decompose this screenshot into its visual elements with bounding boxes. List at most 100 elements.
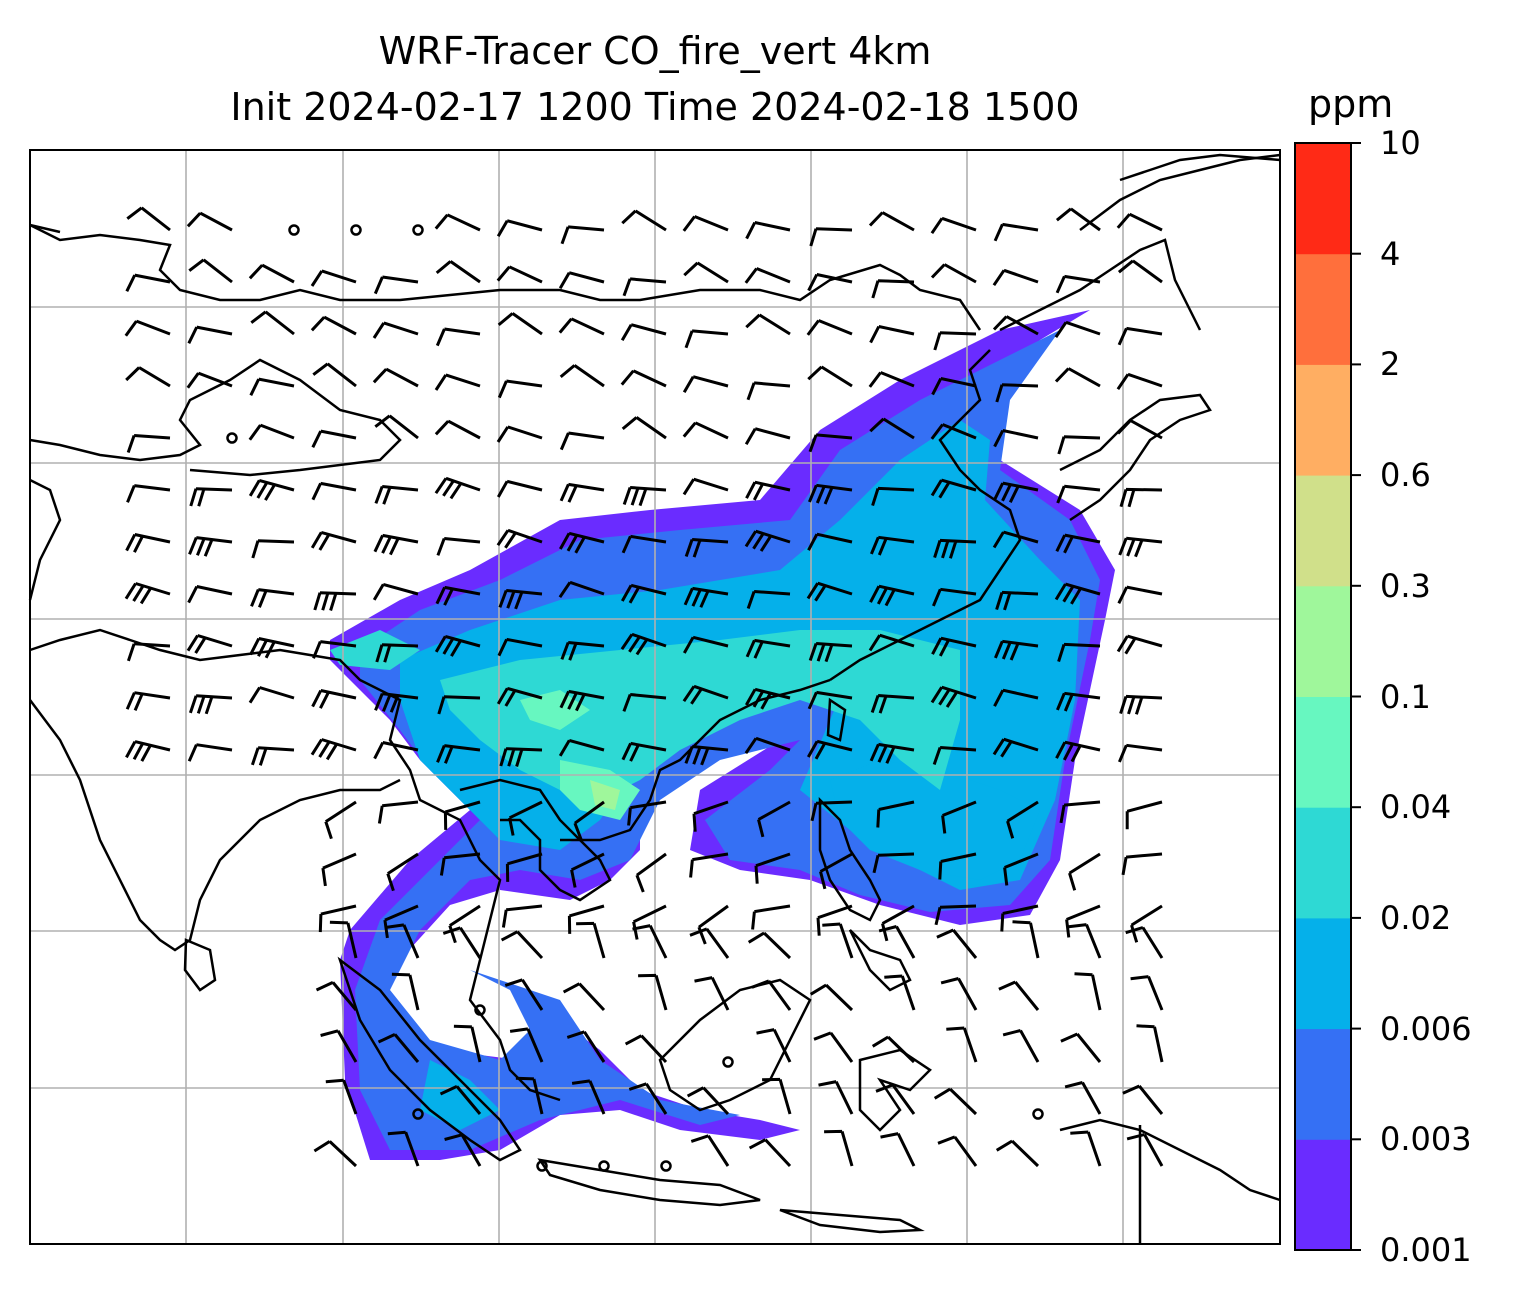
wind-barb <box>249 377 295 396</box>
colorbar-tick-label: 10 <box>1380 124 1421 162</box>
wind-barb <box>311 481 357 501</box>
wind-barb <box>1057 642 1101 663</box>
wind-barb <box>189 487 233 507</box>
colorbar-frame <box>1294 142 1352 1251</box>
wind-barb <box>576 921 606 959</box>
wind-barb <box>496 528 543 549</box>
wind-barb <box>496 425 543 443</box>
wind-barb <box>745 638 791 659</box>
wind-barb <box>931 636 977 657</box>
wind-barb <box>1119 694 1163 715</box>
wind-barb <box>187 743 233 762</box>
wind-barb <box>620 632 667 656</box>
wind-barb <box>881 904 915 942</box>
wind-barb <box>372 367 419 388</box>
wind-barb <box>560 225 605 245</box>
wind-barb <box>391 972 420 1011</box>
wind-barb <box>372 321 419 339</box>
wind-barb <box>558 317 605 336</box>
wind-barb <box>745 221 791 240</box>
wind-barb <box>694 976 730 1011</box>
wind-barb <box>125 691 171 711</box>
colorbar-tick-label: 2 <box>1380 345 1401 384</box>
wind-barb <box>813 1031 854 1063</box>
wind-barb <box>1130 975 1164 1011</box>
wind-barb <box>1136 1024 1164 1063</box>
wind-barb <box>690 1134 730 1167</box>
wind-barb <box>689 852 729 878</box>
wind-barb <box>884 974 916 1011</box>
wind-barb <box>762 1077 792 1115</box>
wind-barb <box>310 738 357 761</box>
wind-barb <box>373 741 419 760</box>
wind-barb <box>573 800 605 841</box>
wind-barb <box>559 364 605 388</box>
wind-barb <box>946 1026 978 1063</box>
wind-barb <box>992 268 1039 287</box>
wind-barb <box>1119 487 1163 508</box>
wind-barb <box>310 530 357 551</box>
wind-barb <box>744 529 791 552</box>
coastline-segment <box>29 358 402 477</box>
wind-barb <box>383 904 419 939</box>
wind-barb <box>186 371 233 389</box>
wind-barb <box>386 852 419 892</box>
wind-barb <box>745 480 791 501</box>
calm-wind-marker <box>722 1056 734 1068</box>
wind-barb <box>125 740 171 762</box>
wind-barb <box>504 978 544 1011</box>
wind-barb <box>683 261 729 284</box>
wind-barb <box>638 973 668 1011</box>
wind-barb <box>312 640 357 659</box>
wind-barb <box>1055 274 1101 294</box>
wind-barb <box>434 419 481 440</box>
wind-barb <box>1118 743 1163 763</box>
wind-barb <box>876 800 915 828</box>
wind-barb <box>1055 740 1101 763</box>
wind-barb <box>249 637 295 659</box>
wind-barb <box>993 222 1039 242</box>
wind-barb <box>632 924 668 959</box>
wind-barb <box>324 800 357 840</box>
wind-barb <box>744 267 791 284</box>
coastline-segment <box>1059 1118 1281 1202</box>
wind-barb <box>682 215 729 232</box>
map-subtitle: Init 2024-02-17 1200 Time 2024-02-18 150… <box>230 85 1080 129</box>
wind-barb <box>1068 923 1102 959</box>
wind-barb <box>998 980 1040 1011</box>
wind-barb <box>682 421 729 440</box>
coastline-segment <box>1119 153 1281 182</box>
wind-barb <box>373 275 419 295</box>
wind-barb <box>744 736 791 755</box>
wind-barb <box>1116 419 1163 440</box>
wind-barb <box>682 375 729 394</box>
wind-barb <box>500 930 544 960</box>
wind-barb <box>809 983 854 1012</box>
wind-barb <box>508 800 543 836</box>
colorbar-tick-label: 0.3 <box>1380 566 1431 605</box>
wind-barb <box>374 692 419 713</box>
wind-barb <box>746 590 791 609</box>
wind-barb <box>310 315 357 336</box>
wind-barb <box>807 365 853 388</box>
wind-barb <box>868 211 915 232</box>
wind-barb <box>941 800 977 834</box>
calm-wind-marker <box>536 1160 548 1172</box>
wind-barb <box>329 920 358 959</box>
wind-barb <box>692 800 729 832</box>
wind-barb <box>932 587 977 607</box>
coastline-segment <box>537 1158 761 1207</box>
wind-barb <box>562 982 606 1012</box>
wind-barb <box>1064 1081 1102 1115</box>
wind-barb <box>871 279 915 299</box>
wind-barb <box>377 1033 420 1063</box>
wind-barb <box>1116 372 1163 391</box>
wind-barb <box>1116 634 1163 655</box>
wind-barb <box>566 1030 606 1063</box>
wind-barb <box>995 1139 1040 1168</box>
wind-barb <box>1056 484 1101 504</box>
wind-barb <box>501 904 543 928</box>
wind-barb <box>125 366 171 388</box>
wind-barb <box>1117 585 1163 604</box>
wind-barb <box>443 800 481 830</box>
